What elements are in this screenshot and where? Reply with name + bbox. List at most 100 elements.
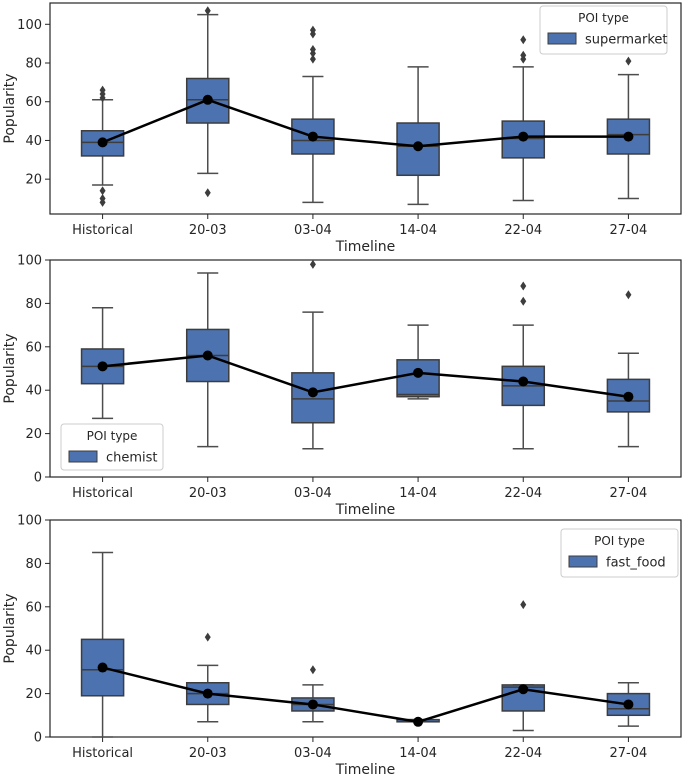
outlier-marker xyxy=(309,259,316,269)
box-20-03 xyxy=(185,632,230,723)
legend: POI type supermarket xyxy=(539,5,668,55)
y-tick-label: 80 xyxy=(25,297,42,312)
outlier-marker xyxy=(625,56,632,66)
legend-title: POI type xyxy=(594,534,645,548)
y-axis-label: Popularity xyxy=(2,593,18,663)
mean-trend-line xyxy=(102,354,629,398)
y-tick-label: 60 xyxy=(25,95,42,110)
outlier-marker xyxy=(309,665,316,675)
legend: POI type fast_food xyxy=(560,528,679,578)
y-axis-label: Popularity xyxy=(2,333,18,403)
x-tick-label: 14-04 xyxy=(399,746,437,761)
x-tick-label: 27-04 xyxy=(610,223,648,238)
legend-label: chemist xyxy=(106,451,158,466)
legend-label: supermarket xyxy=(585,33,668,48)
legend-title: POI type xyxy=(578,11,629,25)
y-tick-label: 40 xyxy=(25,134,42,149)
y-tick-label: 0 xyxy=(34,731,42,746)
mean-point xyxy=(202,350,213,361)
mean-point xyxy=(307,387,318,398)
box-03-04 xyxy=(291,259,335,450)
x-axis-label: Timeline xyxy=(335,239,396,255)
x-tick-label: Historical xyxy=(72,746,133,761)
box-27-04 xyxy=(606,56,651,200)
mean-point xyxy=(97,662,108,673)
outlier-marker xyxy=(520,281,527,291)
box-22-04 xyxy=(501,281,546,450)
plot-frame xyxy=(49,2,682,215)
y-tick-label: 40 xyxy=(25,384,42,399)
x-tick-label: 27-04 xyxy=(610,486,648,501)
mean-point xyxy=(307,131,318,142)
outlier-marker xyxy=(309,54,316,64)
y-tick-label: 20 xyxy=(25,173,42,188)
plot-frame xyxy=(49,519,682,738)
outlier-marker xyxy=(520,296,527,306)
iqr-box xyxy=(606,118,651,155)
x-tick-label: 03-04 xyxy=(294,746,332,761)
chart-panel-supermarket: 20 40 60 80 100 Historical 20-03 03-04 14-04 22-0… xyxy=(2,2,682,255)
x-tick-label: Historical xyxy=(72,486,133,501)
box-22-04 xyxy=(501,600,546,732)
mean-point xyxy=(623,131,634,142)
outlier-marker xyxy=(99,186,106,196)
y-tick-label: 0 xyxy=(34,471,42,486)
y-tick-label: 100 xyxy=(17,514,42,529)
outlier-marker xyxy=(204,632,211,642)
mean-point xyxy=(202,688,213,699)
outlier-marker xyxy=(520,35,527,45)
iqr-box xyxy=(291,372,335,424)
box-14-04 xyxy=(396,66,440,206)
legend-title: POI type xyxy=(87,429,138,443)
x-tick-label: 14-04 xyxy=(399,486,437,501)
plot-frame xyxy=(49,259,682,478)
box-03-04 xyxy=(291,25,335,204)
mean-point xyxy=(518,131,529,142)
y-tick-label: 80 xyxy=(25,57,42,72)
outlier-marker xyxy=(99,85,106,95)
y-tick-label: 60 xyxy=(25,600,42,615)
mean-point xyxy=(97,137,108,148)
y-axis-label: Popularity xyxy=(2,73,18,143)
mean-trend-line xyxy=(102,98,629,148)
mean-point xyxy=(307,699,318,710)
box-Historical xyxy=(80,551,125,738)
outlier-marker xyxy=(309,25,316,35)
x-tick-label: 22-04 xyxy=(504,486,542,501)
legend-swatch xyxy=(547,32,577,45)
chart-panel-chemist: 0 20 40 60 80 100 Historical 20-03 03-04 14-04 22-… xyxy=(2,254,682,518)
iqr-box xyxy=(396,359,440,398)
outlier-marker xyxy=(204,6,211,16)
outlier-marker xyxy=(99,194,106,204)
box-22-04 xyxy=(501,35,546,202)
mean-point xyxy=(413,716,424,727)
x-tick-label: 27-04 xyxy=(610,746,648,761)
outlier-marker xyxy=(625,290,632,300)
mean-point xyxy=(623,699,634,710)
mean-point xyxy=(518,376,529,387)
mean-point xyxy=(413,367,424,378)
x-tick-label: Historical xyxy=(72,223,133,238)
x-axis-label: Timeline xyxy=(335,762,396,778)
x-tick-label: 14-04 xyxy=(399,223,437,238)
legend: POI type chemist xyxy=(60,423,164,471)
iqr-box xyxy=(396,122,440,177)
x-tick-label: 20-03 xyxy=(189,486,227,501)
box-03-04 xyxy=(291,665,335,723)
y-tick-label: 100 xyxy=(17,254,42,269)
y-tick-label: 20 xyxy=(25,687,42,702)
mean-point xyxy=(97,361,108,372)
x-tick-label: 22-04 xyxy=(504,223,542,238)
box-Historical xyxy=(80,85,125,207)
mean-point xyxy=(202,94,213,105)
mean-point xyxy=(623,391,634,402)
legend-swatch xyxy=(568,555,598,568)
y-tick-label: 80 xyxy=(25,557,42,572)
mean-trend-line xyxy=(102,666,629,724)
y-tick-label: 100 xyxy=(17,18,42,33)
y-tick-label: 60 xyxy=(25,340,42,355)
x-axis-label: Timeline xyxy=(335,502,396,518)
x-tick-label: 03-04 xyxy=(294,486,332,501)
x-tick-label: 20-03 xyxy=(189,223,227,238)
